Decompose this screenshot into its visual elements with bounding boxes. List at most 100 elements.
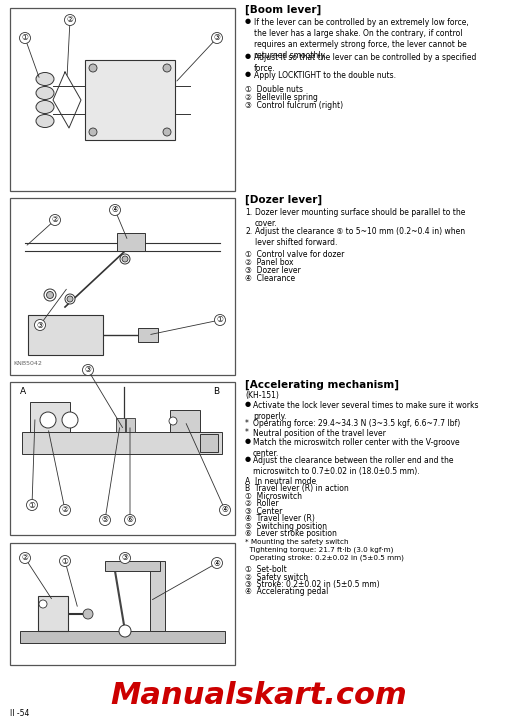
Text: ●: ● xyxy=(245,53,251,59)
Text: ③: ③ xyxy=(37,320,44,330)
Text: II -54: II -54 xyxy=(10,709,30,718)
Text: ③  Center: ③ Center xyxy=(245,507,282,516)
Bar xyxy=(117,233,145,251)
Text: ●: ● xyxy=(245,401,251,407)
Circle shape xyxy=(60,555,70,567)
Text: ④: ④ xyxy=(111,205,119,215)
Bar xyxy=(85,60,175,140)
Bar xyxy=(30,402,70,432)
Text: ①  Set-bolt: ① Set-bolt xyxy=(245,565,287,574)
Text: ①: ① xyxy=(217,315,223,325)
Text: B: B xyxy=(213,387,219,396)
Text: ⑤  Switching position: ⑤ Switching position xyxy=(245,522,327,531)
Text: If the lever can be controlled by an extremely low force,
the lever has a large : If the lever can be controlled by an ext… xyxy=(254,18,469,60)
Text: ①  Microswitch: ① Microswitch xyxy=(245,492,302,501)
Text: 1.: 1. xyxy=(245,208,252,217)
Circle shape xyxy=(122,256,128,262)
Text: ③: ③ xyxy=(213,33,221,43)
Text: ④  Clearance: ④ Clearance xyxy=(245,274,295,283)
Circle shape xyxy=(211,557,223,568)
Text: * Mounting the safety switch
  Tightening torque: 21.7 ft·lb (3.0 kgf·m)
  Opera: * Mounting the safety switch Tightening … xyxy=(245,539,404,561)
Bar xyxy=(10,382,235,535)
Text: ①  Control valve for dozer: ① Control valve for dozer xyxy=(245,250,344,259)
Circle shape xyxy=(214,315,225,325)
Bar xyxy=(28,315,103,355)
Bar xyxy=(170,410,200,432)
Circle shape xyxy=(120,552,131,563)
Text: Adjust the clearance between the roller end and the
microswitch to 0.7±0.02 in (: Adjust the clearance between the roller … xyxy=(253,456,453,476)
Text: Neutral position of the travel lever: Neutral position of the travel lever xyxy=(253,429,386,437)
Text: 2.: 2. xyxy=(245,227,252,236)
Bar xyxy=(105,561,160,571)
Text: ②  Safety switch: ② Safety switch xyxy=(245,573,308,581)
Circle shape xyxy=(169,417,177,425)
Text: ②: ② xyxy=(52,215,59,225)
Bar xyxy=(20,631,225,643)
Text: ②: ② xyxy=(22,554,28,562)
Text: *: * xyxy=(245,429,249,437)
Circle shape xyxy=(65,294,75,304)
Text: ①  Double nuts: ① Double nuts xyxy=(245,85,303,95)
Text: ④: ④ xyxy=(213,558,221,568)
Text: ③  Dozer lever: ③ Dozer lever xyxy=(245,266,301,275)
Circle shape xyxy=(50,215,61,226)
Circle shape xyxy=(20,33,31,43)
Text: ⑥: ⑥ xyxy=(126,515,134,524)
Bar xyxy=(10,543,235,665)
Text: B  Travel lever (R) in action: B Travel lever (R) in action xyxy=(245,484,349,494)
Circle shape xyxy=(99,515,110,526)
Circle shape xyxy=(109,205,121,215)
Bar xyxy=(116,418,125,432)
Text: ①: ① xyxy=(22,33,28,43)
Text: ③  Stroke: 0.2±0.02 in (5±0.5 mm): ③ Stroke: 0.2±0.02 in (5±0.5 mm) xyxy=(245,580,380,589)
Circle shape xyxy=(82,364,94,375)
Text: [Boom lever]: [Boom lever] xyxy=(245,5,321,15)
Bar xyxy=(150,561,165,631)
Text: ②: ② xyxy=(66,15,74,25)
Text: ④  Accelerating pedal: ④ Accelerating pedal xyxy=(245,588,328,596)
Text: Dozer lever mounting surface should be parallel to the
cover.: Dozer lever mounting surface should be p… xyxy=(255,208,465,228)
Text: ①: ① xyxy=(62,557,68,565)
Circle shape xyxy=(26,500,37,510)
Circle shape xyxy=(120,254,130,264)
Circle shape xyxy=(220,505,231,515)
Text: ●: ● xyxy=(245,71,251,77)
Text: ⑤: ⑤ xyxy=(102,515,108,524)
Circle shape xyxy=(163,64,171,72)
Circle shape xyxy=(89,128,97,136)
Circle shape xyxy=(60,505,70,515)
Text: ●: ● xyxy=(245,456,251,462)
Text: ②  Belleville spring: ② Belleville spring xyxy=(245,93,318,103)
Ellipse shape xyxy=(36,72,54,85)
Ellipse shape xyxy=(36,100,54,114)
Bar xyxy=(22,432,222,454)
Text: Apply LOCKTIGHT to the double nuts.: Apply LOCKTIGHT to the double nuts. xyxy=(254,71,396,80)
Text: A  In neutral mode: A In neutral mode xyxy=(245,477,316,486)
Circle shape xyxy=(35,320,46,330)
Text: ②: ② xyxy=(62,505,68,515)
Bar xyxy=(200,434,218,452)
Circle shape xyxy=(124,515,136,526)
Text: A: A xyxy=(20,387,26,396)
Text: *: * xyxy=(245,419,249,428)
Circle shape xyxy=(163,128,171,136)
Text: [Dozer lever]: [Dozer lever] xyxy=(245,195,322,205)
Text: ③: ③ xyxy=(84,366,92,375)
Bar xyxy=(10,198,235,375)
Circle shape xyxy=(211,33,223,43)
Text: KNB5042: KNB5042 xyxy=(13,361,42,366)
Text: (KH-151): (KH-151) xyxy=(245,391,279,400)
Text: Adjust the clearance ⑤ to 5~10 mm (0.2~0.4 in) when
lever shifted forward.: Adjust the clearance ⑤ to 5~10 mm (0.2~0… xyxy=(255,227,465,247)
Bar xyxy=(126,418,135,432)
Circle shape xyxy=(67,296,73,302)
Circle shape xyxy=(44,289,56,301)
Text: ①: ① xyxy=(28,500,35,510)
Ellipse shape xyxy=(36,114,54,127)
Circle shape xyxy=(39,600,47,608)
Text: ③  Control fulcrum (right): ③ Control fulcrum (right) xyxy=(245,101,343,111)
Text: ③: ③ xyxy=(122,554,128,562)
Bar xyxy=(38,596,68,631)
Text: Manualskart.com: Manualskart.com xyxy=(111,680,407,709)
Text: ④  Travel lever (R): ④ Travel lever (R) xyxy=(245,515,315,523)
Circle shape xyxy=(83,609,93,619)
